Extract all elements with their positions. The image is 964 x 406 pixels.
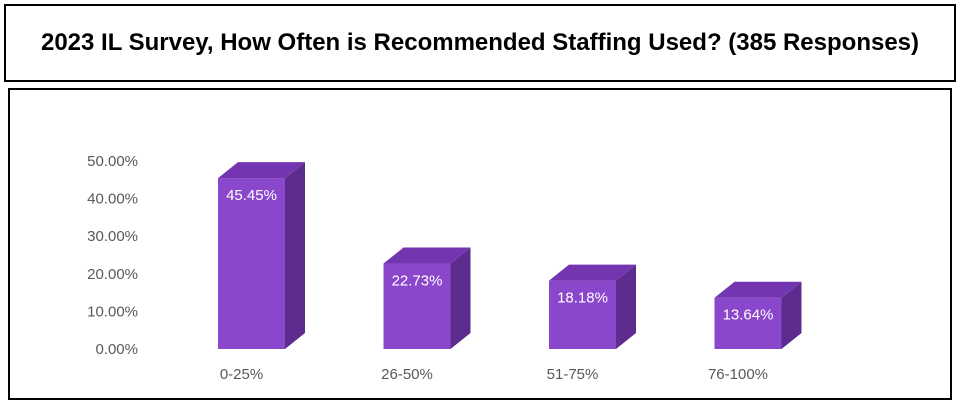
bar-side xyxy=(450,247,471,349)
y-tick-label: 20.00% xyxy=(87,266,138,283)
bar-front xyxy=(218,178,285,349)
bar-26-50%: 22.73% xyxy=(383,247,471,349)
bar-side xyxy=(616,264,636,349)
y-tick-label: 50.00% xyxy=(87,153,138,170)
bar-value-label: 13.64% xyxy=(723,307,774,324)
bar-side xyxy=(285,162,305,349)
chart-title: 2023 IL Survey, How Often is Recommended… xyxy=(40,29,920,56)
bar-top xyxy=(383,247,471,264)
bar-0-25%: 45.45% xyxy=(218,162,305,349)
bar-51-75%: 18.18% xyxy=(549,264,636,349)
bar-front xyxy=(714,297,782,349)
bar-76-100%: 13.64% xyxy=(714,281,802,349)
x-tick-label: 26-50% xyxy=(381,366,433,383)
y-tick-label: 0.00% xyxy=(95,341,138,358)
bar-chart: 0.00% 10.00% 20.00% 30.00% 40.00% 50.00% 45.4… xyxy=(87,153,802,383)
y-axis-ticks: 0.00% 10.00% 20.00% 30.00% 40.00% 50.00% xyxy=(87,153,138,358)
y-tick-label: 10.00% xyxy=(87,303,138,320)
x-tick-label: 76-100% xyxy=(708,366,768,383)
bars-group: 45.45% 22.73% 18.18% 13.64% xyxy=(218,162,802,349)
bar-front xyxy=(549,280,616,349)
bar-value-label: 45.45% xyxy=(226,187,277,204)
bar-top xyxy=(549,264,636,281)
bar-top xyxy=(714,281,802,298)
bar-value-label: 18.18% xyxy=(557,290,608,307)
x-tick-label: 0-25% xyxy=(220,366,263,383)
chart-title-box: 2023 IL Survey, How Often is Recommended… xyxy=(4,4,956,82)
y-tick-label: 30.00% xyxy=(87,228,138,245)
x-tick-label: 51-75% xyxy=(547,366,599,383)
bar-front xyxy=(383,263,451,349)
y-tick-label: 40.00% xyxy=(87,191,138,208)
chart-area: 0.00% 10.00% 20.00% 30.00% 40.00% 50.00% 45.4… xyxy=(8,88,952,400)
bar-top xyxy=(218,162,305,179)
x-axis-ticks: 0-25% 26-50% 51-75% 76-100% xyxy=(220,366,768,383)
bar-value-label: 22.73% xyxy=(392,273,443,290)
bar-side xyxy=(781,281,802,349)
